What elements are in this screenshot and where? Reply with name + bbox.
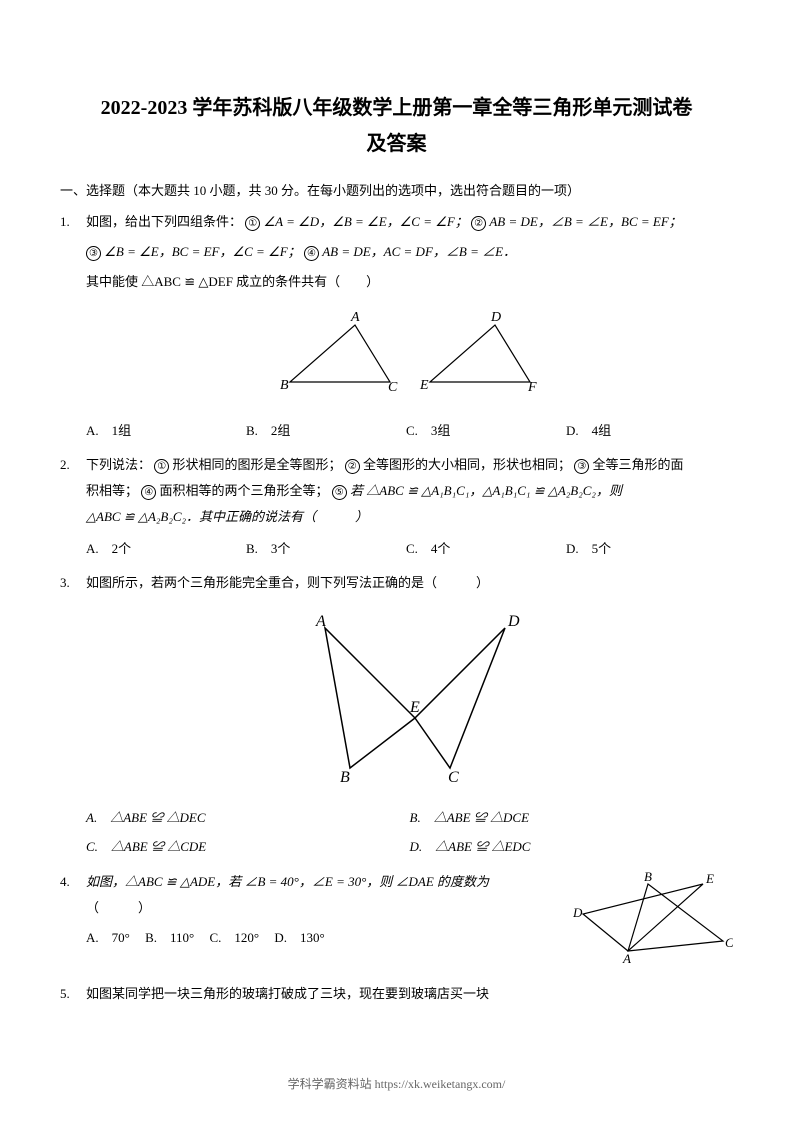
q4-optD: D. 130° [274,925,324,951]
question-4: 4. 如图，△ABC ≌ △ADE，若 ∠B = 40°，∠E = 30°，则 … [60,869,733,973]
q1-line2: ③ ∠B = ∠E，BC = EF，∠C = ∠F； ④ AB = DE，AC … [86,239,733,265]
question-2: 2. 下列说法： ① 形状相同的图形是全等图形； ② 全等图形的大小相同，形状也… [60,452,733,562]
title-line2: 及答案 [60,126,733,162]
q5-body: 如图某同学把一块三角形的玻璃打破成了三块，现在要到玻璃店买一块 [86,981,733,1007]
q2-s3b: 积相等； [86,483,138,498]
q4-stem-a: 如图，△ABC ≌ △ADE，若 ∠B = 40°，∠E = 30°，则 ∠DA… [86,869,573,895]
q2-num: 2. [60,452,86,562]
q4-options: A. 70° B. 110° C. 120° D. 130° [86,925,573,951]
lbl-A: A [350,310,360,325]
lbl-D: D [490,310,501,325]
q1-cond3: ∠B = ∠E，BC = EF，∠C = ∠F； [104,244,300,259]
q3-num: 3. [60,570,86,861]
q2-options: A. 2个 B. 3个 C. 4个 D. 5个 [86,536,733,562]
q1-cond1: ∠A = ∠D，∠B = ∠E，∠C = ∠F； [264,214,468,229]
q3-lbl-D: D [507,613,520,630]
q1-line3: 其中能使 △ABC ≌ △DEF 成立的条件共有（ ） [86,269,733,295]
q2-circ3: ③ [574,459,589,474]
q1-optC: C. 3组 [406,418,566,444]
title: 2022-2023 学年苏科版八年级数学上册第一章全等三角形单元测试卷 及答案 [60,90,733,162]
q4-body: 如图，△ABC ≌ △ADE，若 ∠B = 40°，∠E = 30°，则 ∠DA… [86,869,733,973]
q2-body: 下列说法： ① 形状相同的图形是全等图形； ② 全等图形的大小相同，形状也相同；… [86,452,733,562]
q1-line1: 如图，给出下列四组条件： ① ∠A = ∠D，∠B = ∠E，∠C = ∠F； … [86,209,733,235]
title-line1: 2022-2023 学年苏科版八年级数学上册第一章全等三角形单元测试卷 [60,90,733,126]
q2-optD: D. 5个 [566,536,726,562]
section-1-header: 一、选择题（本大题共 10 小题，共 30 分。在每小题列出的选项中，选出符合题… [60,180,733,199]
q3-stem: 如图所示，若两个三角形能完全重合，则下列写法正确的是（ ） [86,570,733,596]
q1-optA: A. 1组 [86,418,246,444]
q2-line2: 积相等； ④ 面积相等的两个三角形全等； ⑤ 若 △ABC ≌ △A₁B₁C₁，… [86,478,733,504]
lbl-F: F [527,380,537,395]
q4-stem-b: （ ） [86,895,573,921]
q2-s4: 面积相等的两个三角形全等； [160,483,329,498]
lbl-C: C [388,380,398,395]
q3-optB: B. △ABE ≌ △DCE [410,804,734,833]
q4-optB: B. 110° [145,925,194,951]
lbl-B: B [280,378,289,393]
q3-lbl-B: B [340,769,350,783]
q2-circ5: ⑤ [332,485,347,500]
q1-num: 1. [60,209,86,444]
question-5: 5. 如图某同学把一块三角形的玻璃打破成了三块，现在要到玻璃店买一块 [60,981,733,1007]
q4-optC: C. 120° [209,925,259,951]
q1-stem-a: 如图，给出下列四组条件： [86,214,242,229]
q3-optD: D. △ABE ≌ △EDC [410,833,734,862]
q4-lbl-D: D [573,905,583,920]
q3-figure: A D B C E [86,608,733,792]
q3-svg: A D B C E [280,608,540,783]
q2-circ2: ② [345,459,360,474]
q4-lbl-B: B [644,869,652,884]
q4-lbl-A: A [622,951,631,964]
q4-num: 4. [60,869,86,973]
q2-s2: 全等图形的大小相同，形状也相同； [363,457,571,472]
q3-optC: C. △ABE ≌ △CDE [86,833,410,862]
circled-4: ④ [304,246,319,261]
q1-figure: A B C D E F [86,307,733,406]
q3-optA: A. △ABE ≌ △DEC [86,804,410,833]
q3-body: 如图所示，若两个三角形能完全重合，则下列写法正确的是（ ） A D B C E … [86,570,733,861]
q3-options: A. △ABE ≌ △DEC B. △ABE ≌ △DCE C. △ABE ≌ … [86,804,733,861]
lbl-E: E [419,378,429,393]
q2-line1: 下列说法： ① 形状相同的图形是全等图形； ② 全等图形的大小相同，形状也相同；… [86,452,733,478]
q3-lbl-A: A [315,613,326,630]
q2-s5: 若 △ABC ≌ △A₁B₁C₁，△A₁B₁C₁ ≌ △A₂B₂C₂，则 [350,483,622,498]
q1-options: A. 1组 B. 2组 C. 3组 D. 4组 [86,418,733,444]
circled-2: ② [471,216,486,231]
q4-lbl-E: E [705,871,714,886]
q2-optC: C. 4个 [406,536,566,562]
q1-cond2: AB = DE，∠B = ∠E，BC = EF； [489,214,681,229]
q3-lbl-E: E [409,699,420,716]
circled-3: ③ [86,246,101,261]
q2-s1: 形状相同的图形是全等图形； [173,457,342,472]
footer: 学科学霸资料站 https://xk.weiketangx.com/ [0,1075,793,1092]
q2-line3: △ABC ≌ △A₂B₂C₂．其中正确的说法有（ ） [86,504,733,530]
circled-1: ① [245,216,260,231]
q2-optB: B. 3个 [246,536,406,562]
q2-circ1: ① [154,459,169,474]
q2-circ4: ④ [141,485,156,500]
q4-optA: A. 70° [86,925,130,951]
question-3: 3. 如图所示，若两个三角形能完全重合，则下列写法正确的是（ ） A D B C… [60,570,733,861]
q4-text: 如图，△ABC ≌ △ADE，若 ∠B = 40°，∠E = 30°，则 ∠DA… [86,869,573,951]
question-1: 1. 如图，给出下列四组条件： ① ∠A = ∠D，∠B = ∠E，∠C = ∠… [60,209,733,444]
q1-triangles-svg: A B C D E F [270,307,550,397]
q1-cond4: AB = DE，AC = DF，∠B = ∠E． [322,244,516,259]
q3-lbl-C: C [448,769,459,783]
q1-optB: B. 2组 [246,418,406,444]
q2-s3: 全等三角形的面 [593,457,684,472]
q4-svg: A B C D E [573,869,733,964]
q4-figure: A B C D E [573,869,733,973]
q4-lbl-C: C [725,935,733,950]
q2-optA: A. 2个 [86,536,246,562]
q1-optD: D. 4组 [566,418,726,444]
q1-body: 如图，给出下列四组条件： ① ∠A = ∠D，∠B = ∠E，∠C = ∠F； … [86,209,733,444]
q5-num: 5. [60,981,86,1007]
q2-stem-a: 下列说法： [86,457,151,472]
